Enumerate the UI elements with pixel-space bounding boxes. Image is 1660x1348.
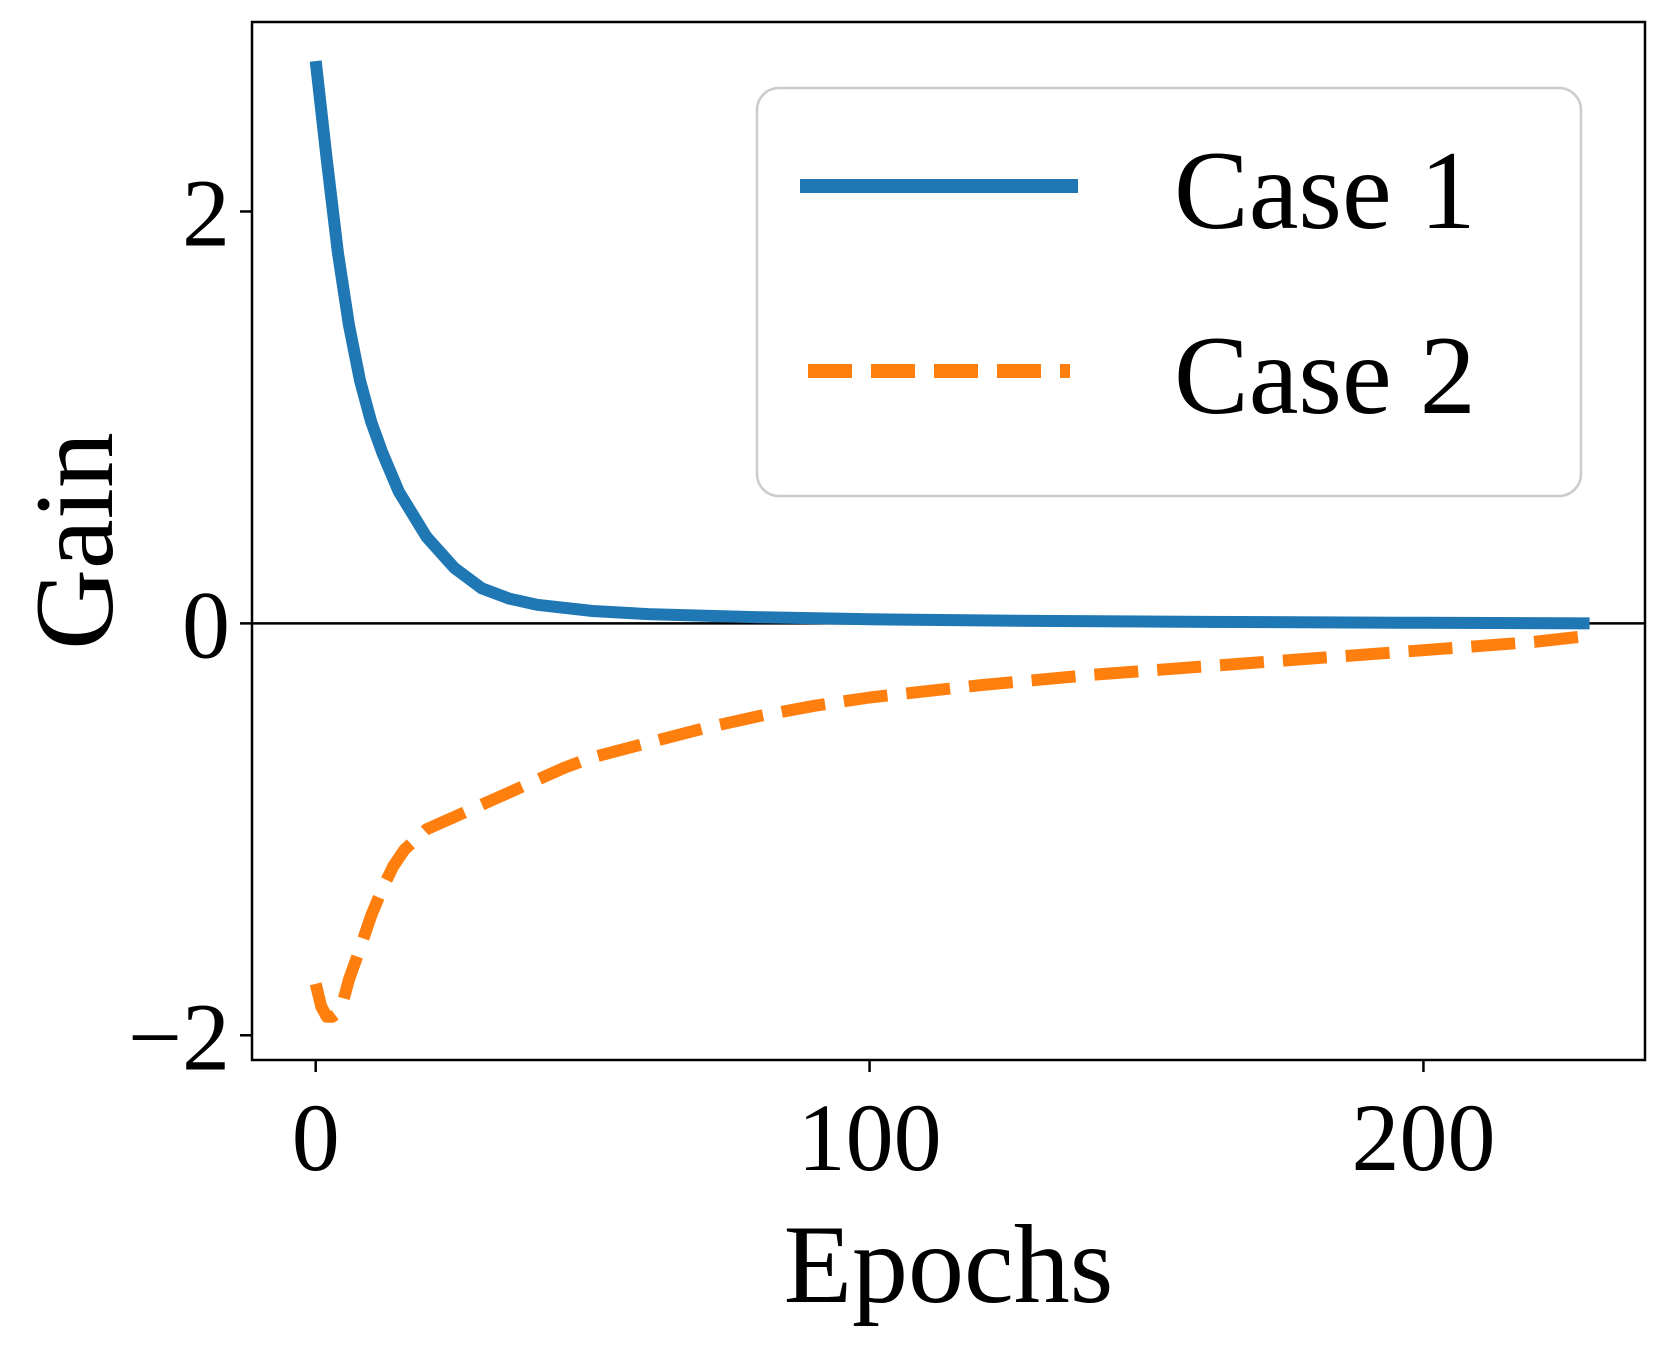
legend: Case 1 Case 2 — [755, 86, 1583, 498]
x-tick-label: 200 — [1351, 1084, 1495, 1191]
y-tick-label: −2 — [128, 983, 230, 1090]
plot-frame — [250, 20, 1647, 1062]
legend-label-case-2: Case 2 — [1174, 314, 1476, 438]
series-line-case-2 — [309, 629, 1591, 1023]
x-tick-label: 100 — [798, 1084, 942, 1191]
x-tick-label: 0 — [292, 1084, 340, 1191]
series-layer — [309, 60, 1591, 1023]
y-tick-label: 2 — [182, 159, 230, 266]
legend-label-case-1: Case 1 — [1174, 129, 1476, 253]
y-tick-label: 0 — [182, 571, 230, 678]
x-axis-title: Epochs — [784, 1203, 1114, 1327]
y-axis-title: Gain — [13, 432, 137, 650]
ticks-layer: 0 100 200 −2 0 2 — [128, 159, 1496, 1191]
series-line-case-1 — [309, 60, 1590, 630]
